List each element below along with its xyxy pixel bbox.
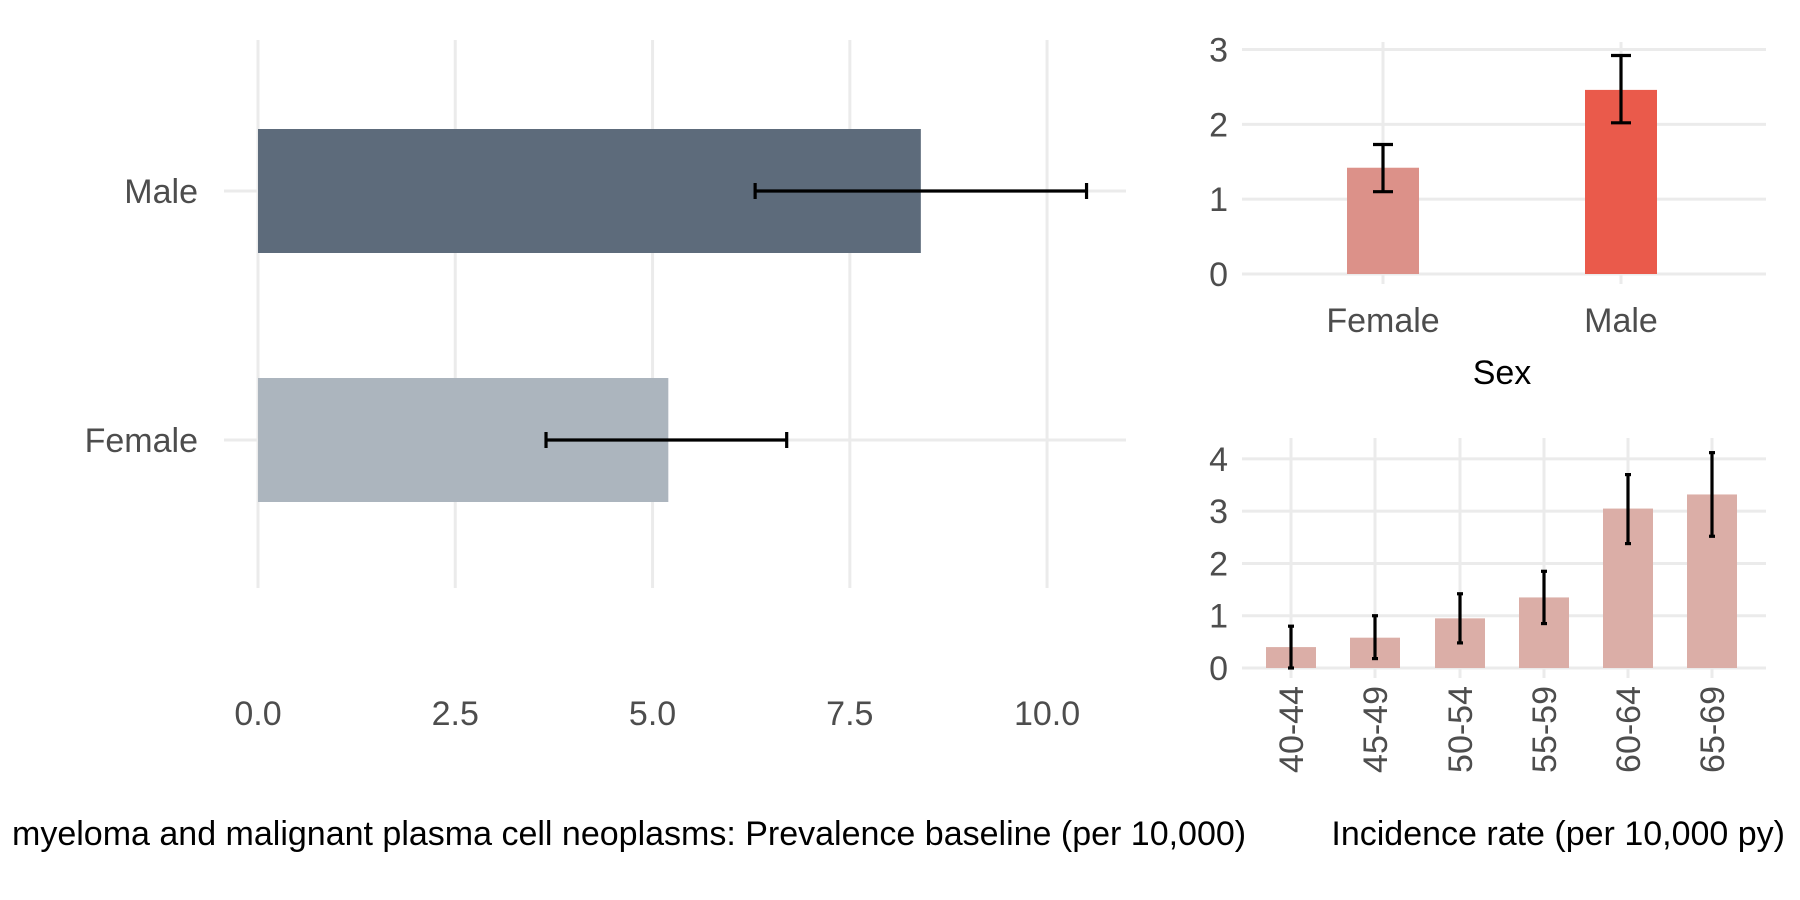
errorbar-age-45-49 <box>1372 614 1378 661</box>
y-tick-label: Male <box>124 173 198 211</box>
x-tick-label: 2.5 <box>432 695 479 733</box>
x-tick-label: Female <box>1326 302 1439 340</box>
errorbar-age-65-69 <box>1709 451 1715 538</box>
x-tick-label: 60-64 <box>1610 686 1648 773</box>
x-tick-label: 65-69 <box>1694 686 1732 773</box>
errorbar-female <box>1373 142 1393 194</box>
y-tick-label: 2 <box>1209 545 1228 583</box>
errorbar-age-50-54 <box>1457 592 1463 645</box>
y-tick-label: 1 <box>1209 598 1228 636</box>
x-axis-title: Sex <box>1473 354 1532 392</box>
incidence-by-sex-chart: 0 1 2 3 Female Male Sex <box>1209 31 1766 392</box>
x-tick-label: 55-59 <box>1526 686 1564 773</box>
incidence-by-age-chart: 0 1 2 3 4 40-44 45-49 50-54 55-59 60-64 65-69 Incid… <box>1209 438 1785 853</box>
errorbar-age-55-59 <box>1541 569 1547 626</box>
prevalence-by-sex-chart: Female Male 0.0 2.5 5.0 7.5 10.0 myeloma and ma… <box>12 40 1246 853</box>
errorbar-age-40-44 <box>1288 624 1294 670</box>
y-tick-label: Female <box>85 422 198 460</box>
x-tick-label: 5.0 <box>629 695 676 733</box>
errorbar-age-60-64 <box>1625 472 1631 546</box>
y-tick-label: 1 <box>1209 181 1228 219</box>
errorbar-male <box>753 183 1089 199</box>
errorbar-female <box>544 432 789 448</box>
y-tick-label: 0 <box>1209 650 1228 688</box>
y-tick-label: 3 <box>1209 493 1228 531</box>
x-tick-label: 50-54 <box>1442 686 1480 773</box>
x-tick-label: Male <box>1584 302 1658 340</box>
y-tick-label: 0 <box>1209 256 1228 294</box>
x-axis-title: Incidence rate (per 10,000 py) <box>1331 815 1785 853</box>
y-tick-label: 3 <box>1209 31 1228 69</box>
x-tick-label: 7.5 <box>826 695 873 733</box>
y-tick-label: 2 <box>1209 106 1228 144</box>
y-tick-label: 4 <box>1209 441 1228 479</box>
x-axis-title: myeloma and malignant plasma cell neopla… <box>12 815 1246 853</box>
x-tick-label: 40-44 <box>1273 686 1311 773</box>
x-tick-label: 0.0 <box>234 695 281 733</box>
x-tick-label: 10.0 <box>1014 695 1080 733</box>
x-tick-label: 45-49 <box>1357 686 1395 773</box>
errorbar-male <box>1611 53 1631 125</box>
